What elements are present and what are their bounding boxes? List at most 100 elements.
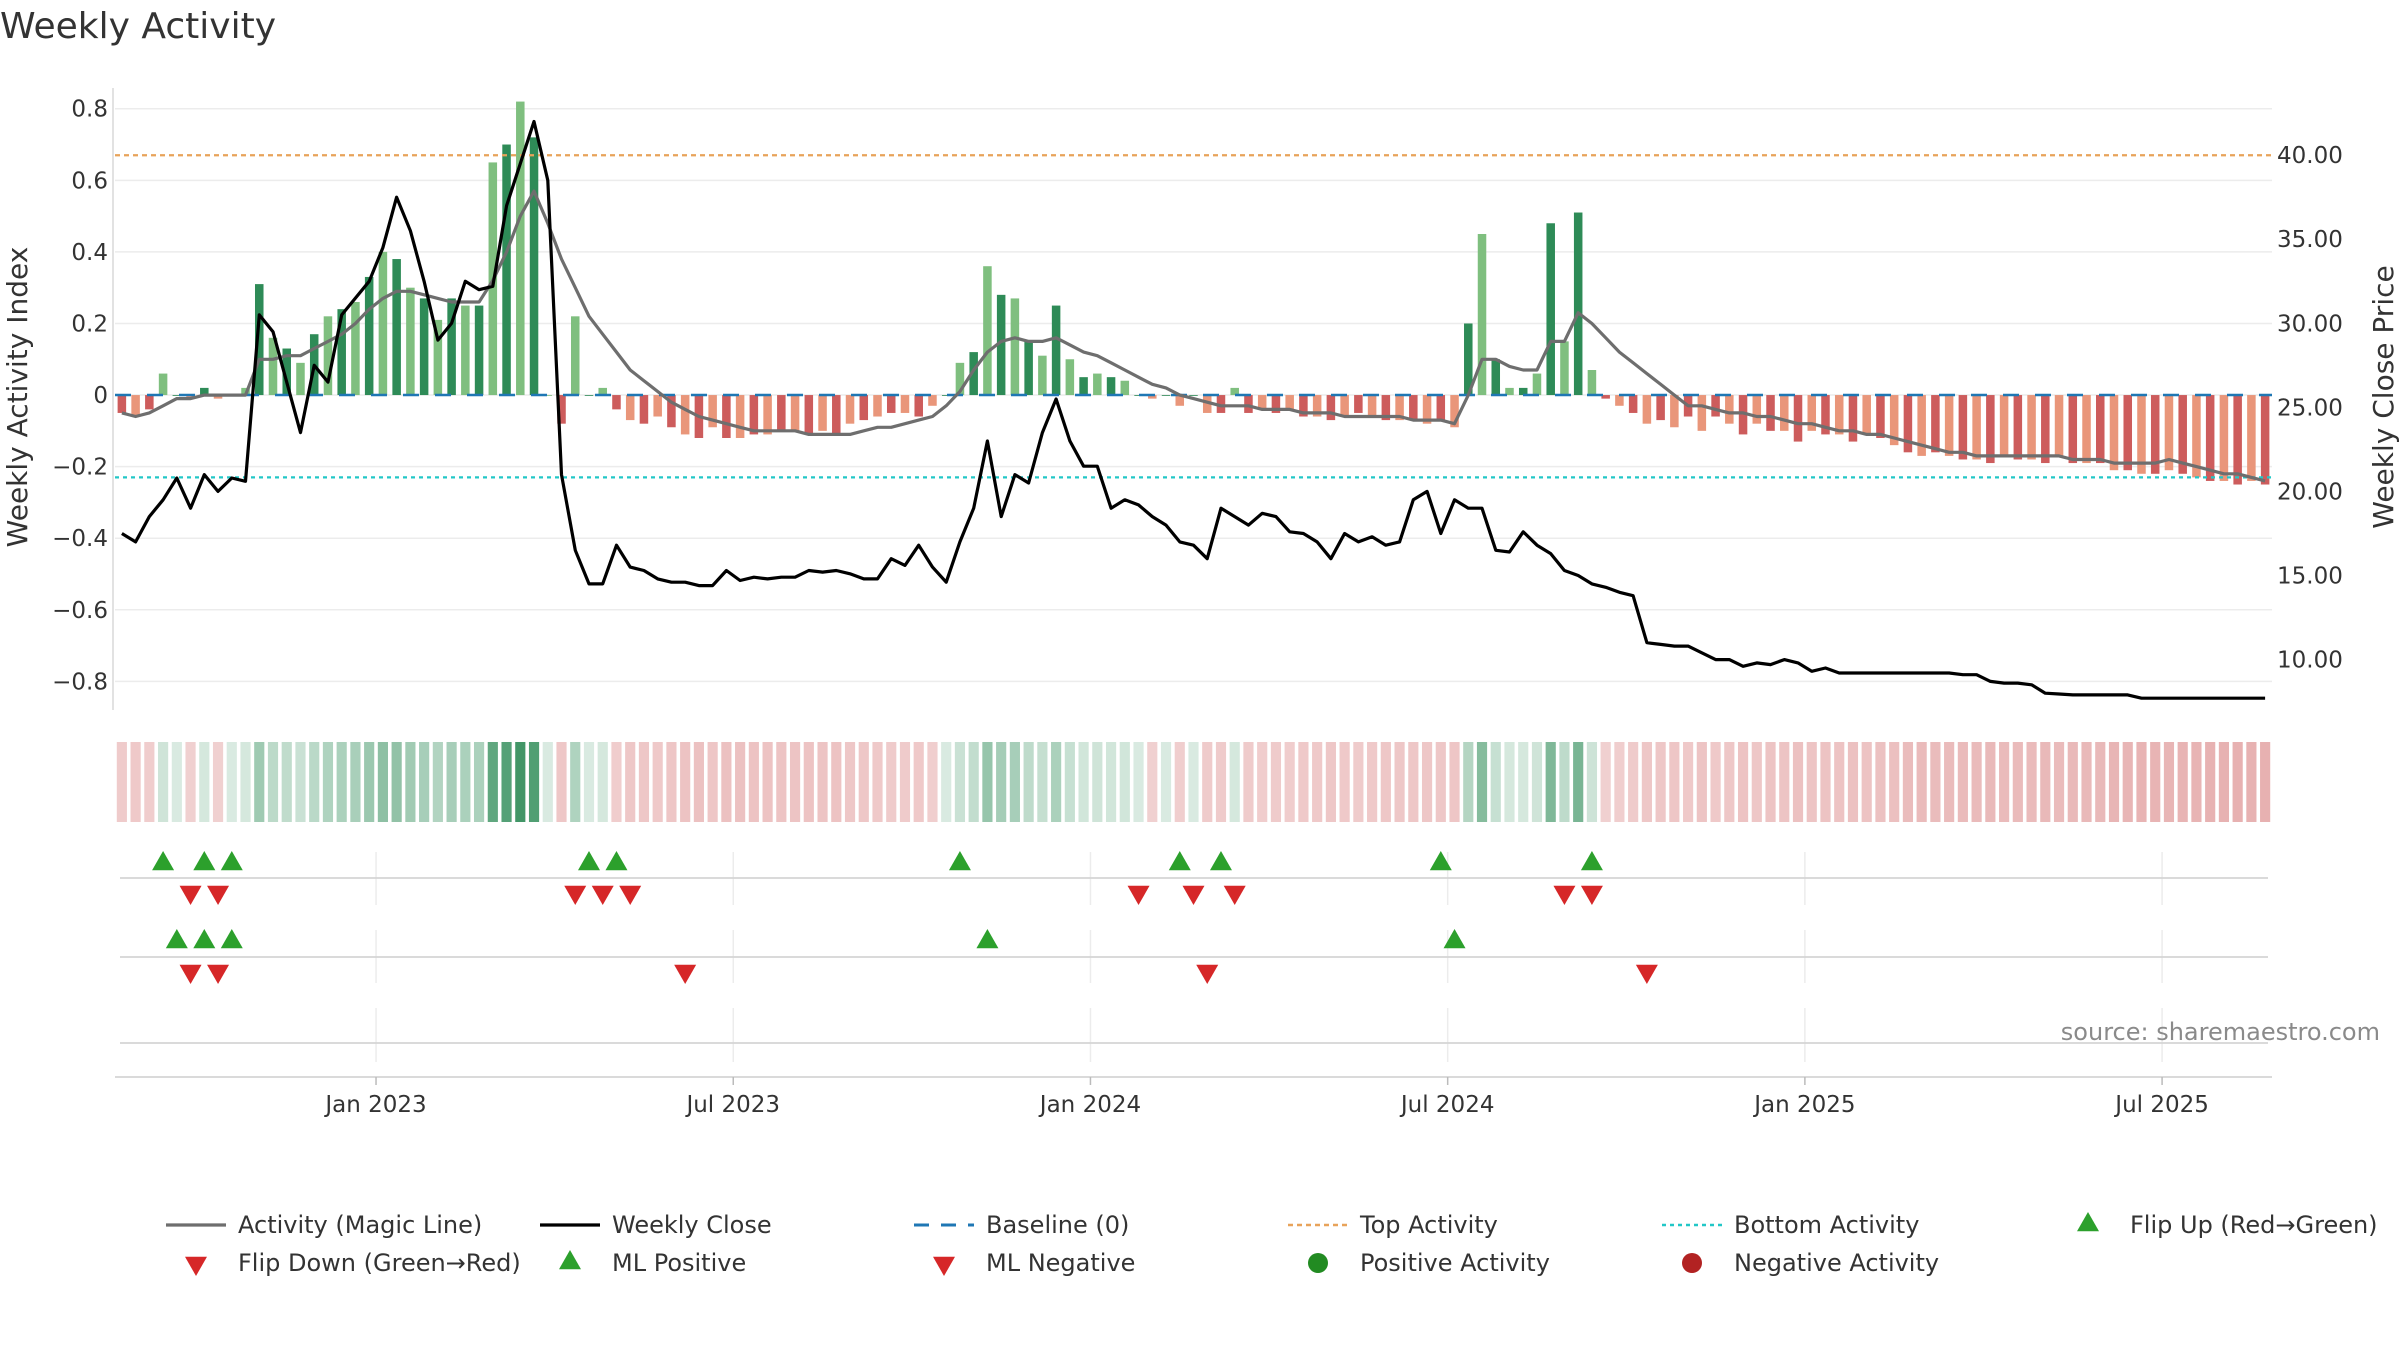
activity-bar-68 — [1051, 305, 1061, 396]
activity-bar-146 — [2123, 395, 2133, 471]
heat-cell-36 — [611, 742, 622, 822]
legend-item-flipup: Flip Up (Red→Green) — [2077, 1211, 2378, 1239]
legend-label-flipup: Flip Up (Red→Green) — [2130, 1211, 2378, 1239]
activity-bar-83 — [1257, 395, 1267, 410]
y-tick-left-4: 0 — [93, 383, 108, 409]
flip-up-marker-9 — [1580, 851, 1603, 871]
activity-bar-33 — [570, 316, 580, 396]
x-tick-label-2: Jan 2024 — [1038, 1092, 1141, 1118]
activity-bar-105 — [1560, 341, 1569, 396]
heat-cell-129 — [1889, 742, 1900, 822]
flip-up-marker-4 — [605, 851, 628, 871]
heat-cell-97 — [1449, 742, 1460, 822]
activity-bar-12 — [282, 348, 291, 396]
activity-bar-84 — [1271, 395, 1281, 413]
heat-cell-28 — [501, 742, 512, 822]
heat-cell-119 — [1751, 742, 1762, 822]
legend-swatch-mlneg — [933, 1256, 955, 1276]
activity-bar-57 — [900, 395, 910, 413]
y-tick-right-1: 35.00 — [2277, 227, 2343, 253]
legend-label-close: Weekly Close — [612, 1211, 772, 1239]
activity-bar-153 — [2219, 395, 2229, 481]
heat-cell-147 — [2136, 742, 2147, 822]
heat-cell-86 — [1298, 742, 1309, 822]
activity-bar-74 — [1134, 395, 1143, 396]
activity-bar-72 — [1106, 377, 1116, 396]
flip-down-marker-5 — [1127, 885, 1150, 905]
heat-cell-59 — [927, 742, 938, 822]
activity-bar-92 — [1381, 395, 1391, 421]
heat-cell-38 — [638, 742, 650, 822]
weekly-close-line — [121, 119, 2266, 700]
activity-bar-108 — [1601, 395, 1610, 399]
activity-bar-46 — [749, 395, 759, 435]
legend-label-negact: Negative Activity — [1734, 1249, 1939, 1277]
legend-label-posact: Positive Activity — [1360, 1249, 1550, 1277]
activity-bar-123 — [1807, 395, 1817, 431]
heat-cell-11 — [267, 742, 279, 822]
activity-heat-strip — [116, 742, 2271, 822]
heat-cell-35 — [597, 742, 608, 822]
heat-cell-96 — [1435, 742, 1446, 822]
activity-bar-52 — [832, 395, 841, 435]
legend-item-bottom: Bottom Activity — [1662, 1211, 1919, 1239]
ml-negative-marker-4 — [1635, 964, 1658, 984]
activity-bar-93 — [1395, 395, 1404, 421]
activity-bar-55 — [873, 395, 882, 417]
heat-cell-6 — [199, 742, 210, 822]
y-tick-right-0: 40.00 — [2277, 143, 2343, 169]
heat-cell-41 — [680, 742, 691, 822]
heat-cell-0 — [116, 742, 127, 822]
activity-bar-145 — [2109, 395, 2119, 471]
heat-cell-77 — [1174, 742, 1185, 822]
heat-cell-89 — [1339, 742, 1350, 822]
activity-bar-120 — [1766, 395, 1775, 431]
y-axis-label-left: Weekly Activity Index — [1, 247, 34, 548]
heat-cell-83 — [1257, 742, 1268, 822]
activity-bar-24 — [447, 298, 456, 396]
flip-up-marker-7 — [1209, 851, 1232, 871]
activity-bar-51 — [818, 395, 827, 431]
heat-cell-131 — [1916, 742, 1927, 822]
activity-bar-121 — [1780, 395, 1789, 431]
legend-label-magic: Activity (Magic Line) — [238, 1211, 482, 1239]
heat-cell-13 — [295, 742, 306, 822]
activity-bar-155 — [2247, 395, 2256, 481]
heat-cell-14 — [309, 742, 320, 822]
activity-bar-95 — [1422, 395, 1432, 424]
heat-cell-65 — [1009, 742, 1020, 822]
heat-cell-120 — [1765, 742, 1776, 822]
axes: 0.8 0.6 0.4 0.2 0 −0.2 −0.4 −0.6 −0.8 40.00 35.00 3… — [52, 88, 2343, 710]
activity-bar-142 — [2068, 395, 2078, 464]
heat-cell-69 — [1064, 742, 1075, 822]
activity-bar-133 — [1944, 395, 1954, 456]
activity-bar-61 — [955, 362, 965, 396]
heat-cell-45 — [735, 742, 746, 822]
heat-cell-90 — [1353, 742, 1364, 822]
heat-cell-23 — [432, 742, 443, 822]
heat-cell-76 — [1160, 742, 1172, 822]
y-tick-left-5: −0.2 — [52, 455, 108, 481]
activity-bar-148 — [2150, 395, 2160, 474]
heat-cell-56 — [886, 742, 897, 822]
legend-swatch-mlpos — [559, 1250, 581, 1270]
activity-bar-100 — [1491, 359, 1501, 396]
heat-cell-7 — [212, 742, 224, 822]
x-axis: Jan 2023 Jul 2023 Jan 2024 Jul 2024 Jan 2025… — [115, 1076, 2272, 1118]
flip-down-marker-0 — [179, 885, 202, 905]
heat-cell-134 — [1957, 742, 1968, 822]
activity-bar-131 — [1917, 395, 1926, 456]
activity-bar-53 — [845, 395, 855, 424]
heat-cell-46 — [748, 742, 759, 822]
activity-bar-111 — [1642, 395, 1652, 424]
activity-bar-78 — [1189, 395, 1198, 396]
legend-item-posact: Positive Activity — [1308, 1249, 1550, 1277]
activity-bar-1 — [131, 395, 140, 417]
activity-bar-94 — [1409, 395, 1418, 421]
heat-cell-144 — [2095, 742, 2106, 822]
heat-cell-78 — [1188, 742, 1199, 822]
heat-cell-82 — [1243, 742, 1254, 822]
heat-cell-19 — [377, 742, 388, 822]
activity-bar-117 — [1725, 395, 1734, 424]
